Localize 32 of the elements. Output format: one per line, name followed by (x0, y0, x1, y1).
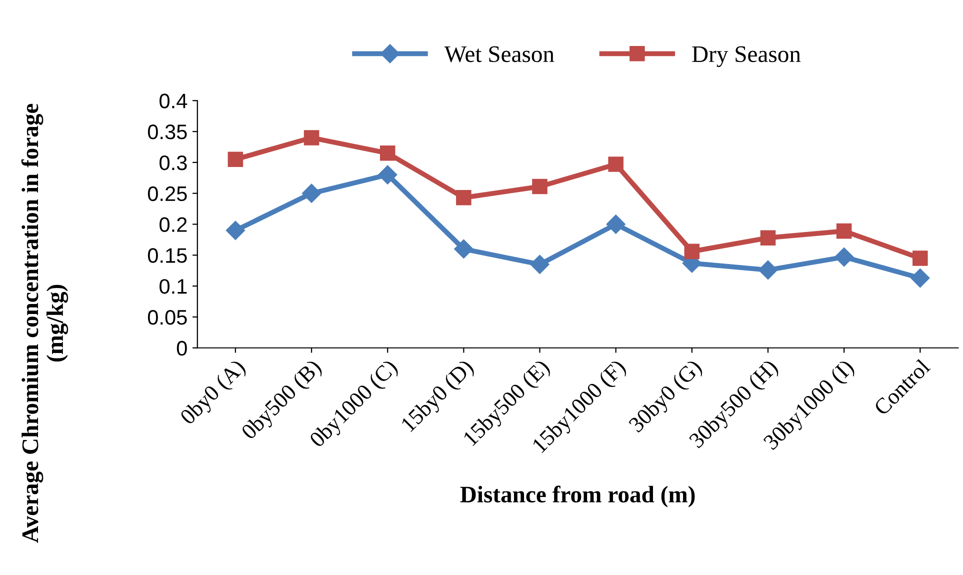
point (684, 244, 700, 260)
point (532, 178, 548, 194)
point (836, 223, 852, 239)
y-tick-label: 0.3 (160, 155, 187, 170)
point (454, 239, 474, 259)
point (302, 184, 322, 203)
point (378, 165, 398, 184)
y-tick-label: 0.35 (148, 124, 187, 140)
y-tick-label: 0.05 (148, 310, 187, 325)
y-tick-label: 0.1 (160, 279, 187, 294)
point (834, 247, 854, 267)
point (226, 220, 245, 240)
y-tick-label: 0.4 (160, 94, 188, 108)
point (530, 254, 550, 274)
y-tick-label: 0.2 (160, 217, 187, 232)
point (456, 190, 472, 206)
y-tick-label: 0.25 (148, 186, 187, 202)
point (304, 130, 320, 146)
point (912, 250, 928, 266)
y-tick-label: 0 (176, 340, 187, 356)
y-axis-title: Average Chromium concentration in forage (mg/kg) (21, 104, 68, 543)
x-axis-title: Distance from road (m) (460, 486, 695, 508)
point (228, 152, 244, 167)
point (606, 214, 626, 234)
point (758, 260, 778, 280)
legend-label: Dry Season (692, 46, 801, 68)
point (760, 230, 776, 246)
point (910, 268, 930, 288)
point (608, 156, 624, 172)
y-tick-label: 0.15 (148, 248, 187, 263)
point (380, 146, 396, 161)
legend-label: Wet Season (444, 46, 554, 62)
